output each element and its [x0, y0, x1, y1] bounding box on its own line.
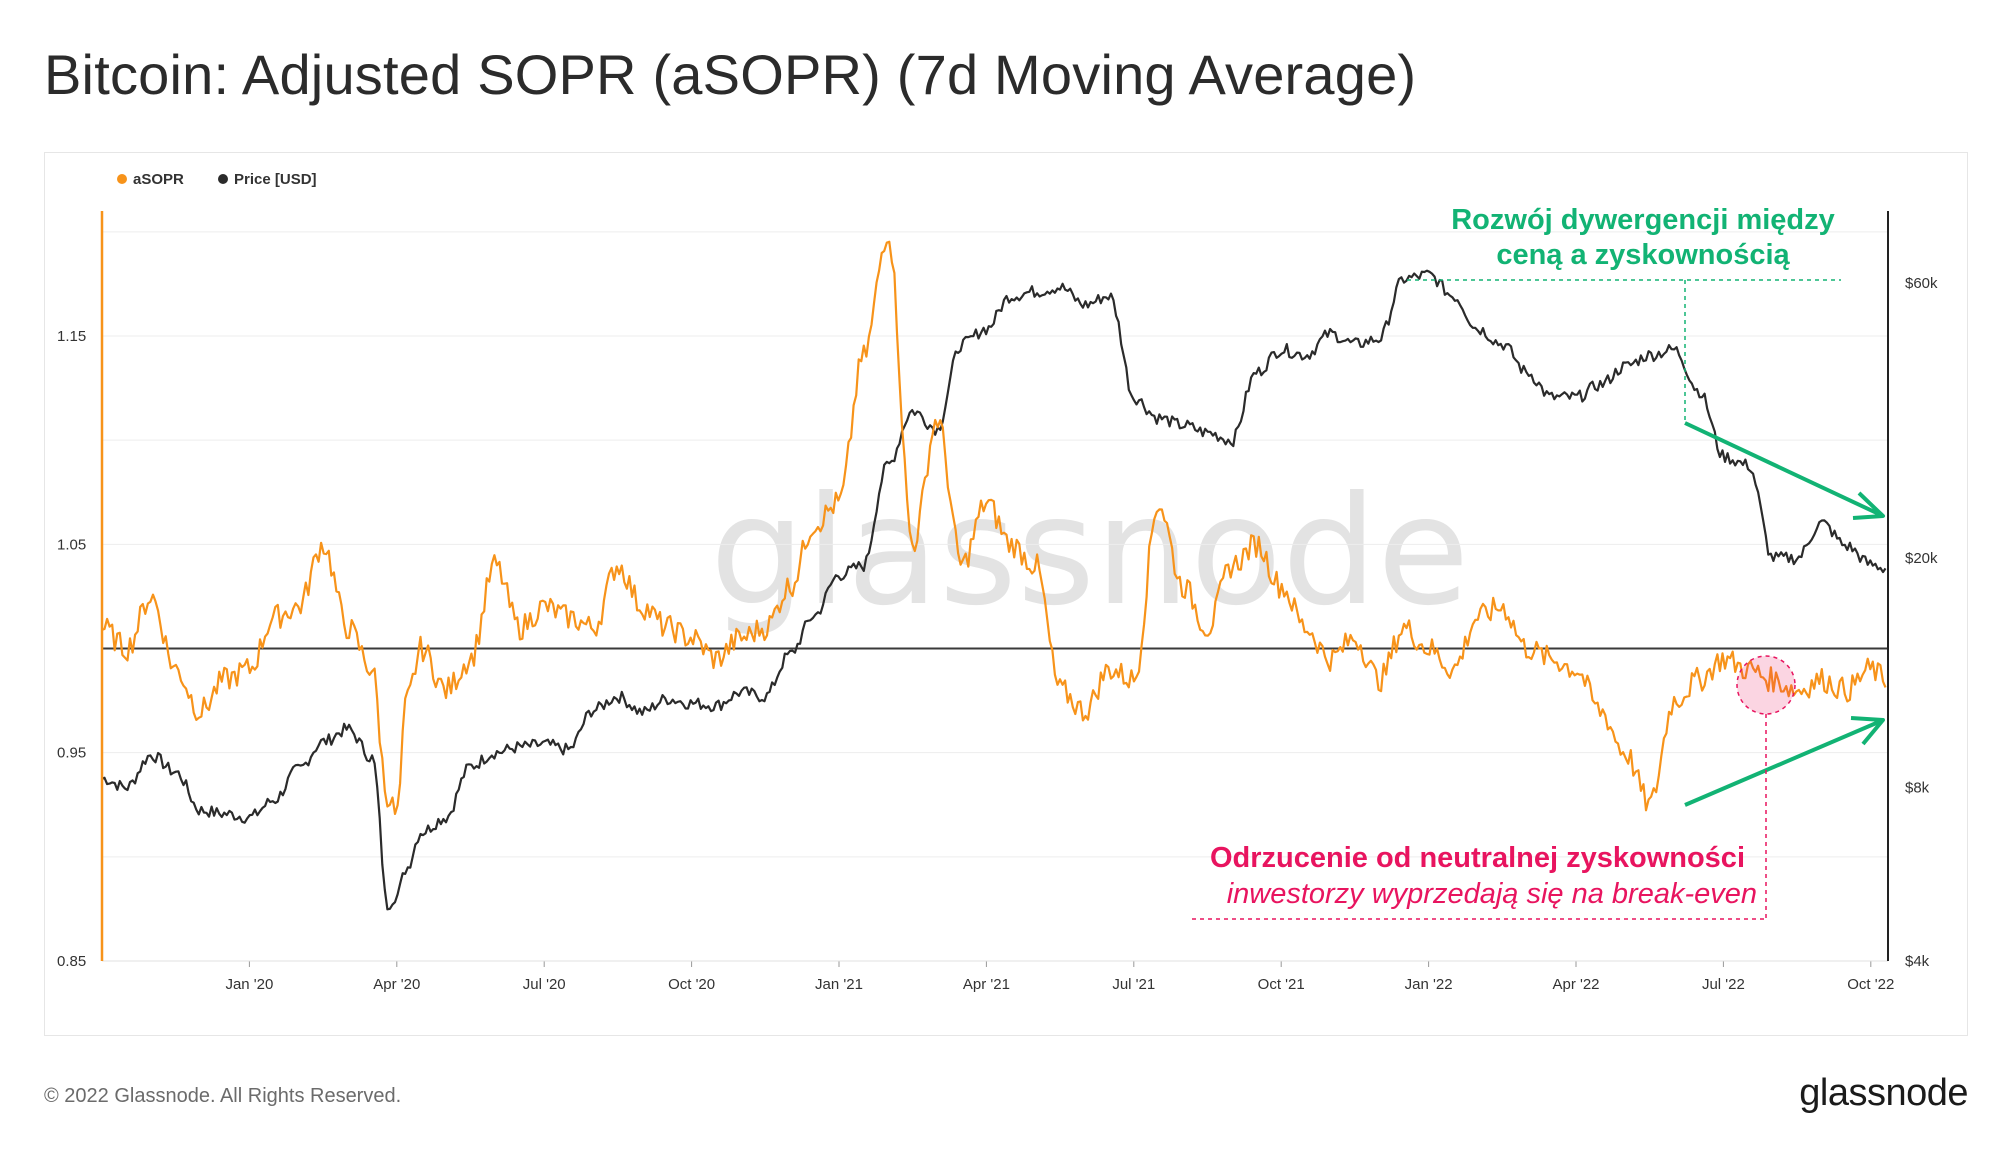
- rejection-subtitle: inwestorzy wyprzedają się na break-even: [1227, 878, 1757, 910]
- asopr-series-line: [101, 240, 1887, 815]
- left-tick-label: 0.95: [57, 745, 86, 762]
- left-axis: 0.85 0.95 1.05 1.15: [57, 328, 86, 970]
- rejection-annotation: Odrzucenie od neutralnej zyskowności inw…: [1192, 655, 1796, 920]
- legend: aSOPR Price [USD]: [117, 171, 317, 188]
- right-tick-label: $4k: [1905, 953, 1930, 970]
- divergence-arrow-down: [1684, 421, 1882, 517]
- x-axis: Jan '20 Apr '20 Jul '20 Oct '20 Jan '21 Apr '…: [102, 960, 1894, 993]
- rejection-title: Odrzucenie od neutralnej zyskowności: [1210, 842, 1745, 874]
- rejection-highlight-circle: [1736, 655, 1796, 715]
- right-axis: $4k $8k $20k $60k: [1905, 275, 1938, 970]
- left-tick-label: 1.05: [57, 536, 86, 553]
- x-tick-label: Jan '20: [225, 976, 273, 993]
- right-tick-label: $60k: [1905, 275, 1938, 292]
- chart-svg: aSOPR Price [USD] glassnode 0.85 0.95 1.05…: [57, 171, 1938, 993]
- page-title: Bitcoin: Adjusted SOPR (aSOPR) (7d Movin…: [44, 43, 1417, 106]
- divergence-arrow-up: [1684, 719, 1882, 807]
- grid-lines: [102, 231, 1888, 858]
- x-tick-label: Oct '21: [1258, 976, 1305, 993]
- right-tick-label: $8k: [1905, 779, 1930, 796]
- legend-asopr-marker: [117, 174, 127, 184]
- x-tick-label: Jul '21: [1112, 976, 1155, 993]
- legend-asopr-label[interactable]: aSOPR: [133, 171, 184, 188]
- watermark: glassnode: [710, 465, 1469, 639]
- x-tick-label: Jul '22: [1702, 976, 1745, 993]
- divergence-text-line2: ceną a zyskownością: [1496, 239, 1790, 271]
- x-tick-label: Apr '21: [963, 976, 1010, 993]
- right-tick-label: $20k: [1905, 550, 1938, 567]
- copyright-text: © 2022 Glassnode. All Rights Reserved.: [44, 1085, 402, 1107]
- glassnode-logo[interactable]: glassnode: [1799, 1072, 1968, 1114]
- x-tick-label: Oct '20: [668, 976, 715, 993]
- legend-price-marker: [218, 174, 228, 184]
- legend-price-label[interactable]: Price [USD]: [234, 171, 317, 188]
- price-series-line: [101, 269, 1887, 911]
- x-tick-label: Apr '20: [373, 976, 420, 993]
- chart-panel: aSOPR Price [USD] glassnode 0.85 0.95 1.05…: [44, 152, 1968, 1036]
- divergence-text-line1: Rozwój dywergencji między: [1451, 204, 1835, 236]
- x-tick-label: Jan '21: [815, 976, 863, 993]
- x-tick-label: Jul '20: [523, 976, 566, 993]
- left-tick-label: 1.15: [57, 328, 86, 345]
- x-tick-label: Oct '22: [1847, 976, 1894, 993]
- left-tick-label: 0.85: [57, 953, 86, 970]
- divergence-arrow-up-head: [1850, 716, 1885, 746]
- divergence-arrow-down-head: [1852, 491, 1885, 520]
- x-tick-label: Apr '22: [1552, 976, 1599, 993]
- x-tick-label: Jan '22: [1405, 976, 1453, 993]
- divergence-annotation: Rozwój dywergencji między ceną a zyskown…: [1407, 204, 1885, 807]
